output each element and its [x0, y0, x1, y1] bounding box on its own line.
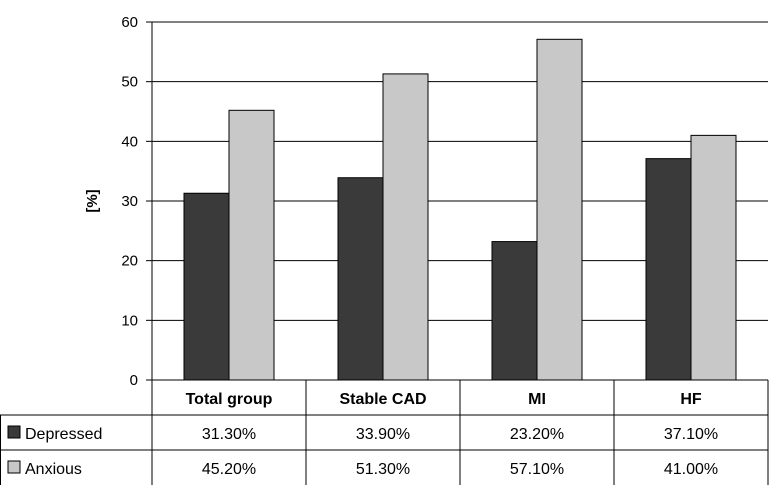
y-tick-label: 10	[121, 312, 138, 329]
y-tick-label: 0	[130, 372, 138, 389]
data-table: Total group Stable CAD MI HF Depressed 31.30%…	[0, 380, 769, 485]
bar-anxious-mi	[536, 38, 583, 381]
legend-label-anxious: Anxious	[25, 461, 82, 478]
category-label: Total group	[186, 391, 273, 408]
bar-depressed-total-group	[183, 192, 230, 381]
bar-depressed-mi	[491, 241, 538, 381]
legend-label-depressed: Depressed	[25, 426, 102, 443]
category-label: HF	[680, 391, 702, 408]
data-label: 31.30%	[202, 426, 256, 443]
data-label: 23.20%	[510, 426, 564, 443]
bar-anxious-stable-cad	[382, 73, 429, 381]
data-label: 41.00%	[664, 461, 718, 478]
bar-depressed-hf	[645, 158, 692, 381]
legend-key-anxious	[7, 460, 21, 474]
category-label: MI	[528, 391, 546, 408]
y-tick-label: 60	[121, 14, 138, 31]
y-tick-label: 20	[121, 253, 138, 270]
legend-key-depressed	[7, 425, 21, 439]
data-label: 57.10%	[510, 461, 564, 478]
bars	[183, 38, 737, 381]
y-tick-label: 30	[121, 193, 138, 210]
bar-anxious-total-group	[228, 109, 275, 381]
category-label: Stable CAD	[339, 391, 426, 408]
bar-anxious-hf	[690, 134, 737, 381]
data-label: 37.10%	[664, 426, 718, 443]
data-label: 45.20%	[202, 461, 256, 478]
data-label: 51.30%	[356, 461, 410, 478]
data-label: 33.90%	[356, 426, 410, 443]
y-axis-label: [%]	[84, 189, 101, 212]
y-tick-label: 50	[121, 74, 138, 91]
y-tick-label: 40	[121, 133, 138, 150]
bar-depressed-stable-cad	[337, 177, 384, 381]
